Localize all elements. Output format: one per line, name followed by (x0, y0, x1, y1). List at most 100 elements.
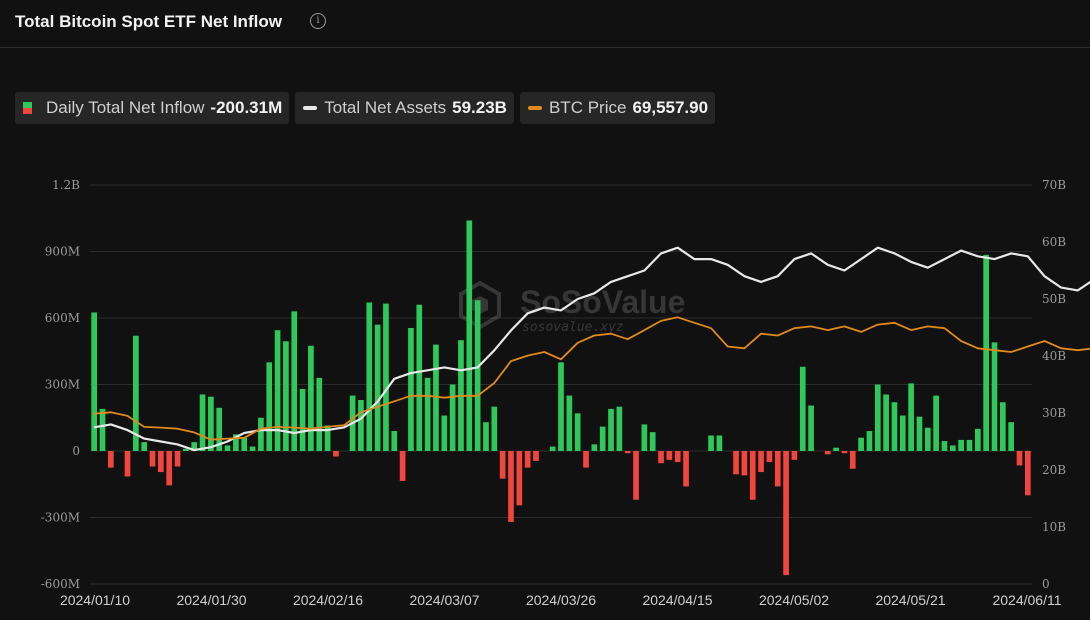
inflow-bar (733, 451, 739, 475)
inflow-bar (249, 446, 256, 451)
inflow-bar (124, 451, 131, 477)
y-right-tick-label: 10B (1042, 520, 1066, 534)
inflow-bar (216, 407, 223, 451)
inflow-bar (466, 220, 473, 451)
inflow-bar (374, 324, 381, 451)
legend-btc-value: 69,557.90 (632, 98, 709, 117)
x-tick-label: 2024/05/21 (875, 592, 945, 608)
inflow-bar (141, 442, 148, 451)
y-left-tick-label: -300M (41, 511, 80, 525)
inflow-bar (824, 451, 831, 455)
inflow-bar (708, 435, 714, 451)
inflow-bar (624, 451, 631, 454)
inflow-bar (533, 451, 539, 461)
chart-title: Total Bitcoin Spot ETF Net Inflow (15, 12, 282, 31)
inflow-bar (441, 415, 448, 451)
inflow-bar (883, 394, 889, 451)
inflow-bar (291, 311, 298, 451)
x-tick-label: 2024/01/30 (176, 592, 246, 608)
inflow-bar (174, 451, 181, 467)
inflow-bar (933, 395, 939, 451)
inflow-bar (808, 405, 814, 451)
x-tick-label: 2024/03/26 (526, 592, 596, 608)
inflow-bar (758, 451, 764, 473)
y-right-tick-label: 30B (1042, 406, 1066, 420)
inflow-bar (616, 406, 623, 451)
line-swatch-icon (527, 106, 542, 110)
inflow-bar (924, 427, 931, 451)
chart-header: Total Bitcoin Spot ETF Net Inflow i (0, 0, 1090, 48)
inflow-bar (599, 426, 606, 451)
inflow-bar (791, 451, 798, 460)
inflow-bar (491, 406, 498, 451)
inflow-bar (899, 415, 906, 451)
y-right-tick-label: 0 (1042, 577, 1050, 591)
inflow-bar (958, 439, 964, 451)
inflow-bar (424, 377, 431, 451)
inflow-bar (966, 439, 973, 451)
inflow-bar (433, 344, 439, 451)
legend-btc-label: BTC Price (548, 98, 627, 117)
inflow-bar (508, 451, 514, 522)
legend-total-net-assets[interactable]: Total Net Assets 59.23B (295, 92, 514, 124)
inflow-bar (641, 424, 648, 451)
inflow-bar (183, 448, 189, 451)
x-tick-label: 2024/06/11 (992, 592, 1061, 608)
inflow-bar (566, 395, 573, 451)
inflow-bar (391, 431, 398, 451)
inflow-bar (1008, 422, 1014, 451)
inflow-bar (916, 416, 923, 451)
inflow-bar (266, 362, 273, 451)
inflow-bar (133, 335, 139, 451)
legend-btc-price[interactable]: BTC Price 69,557.90 (519, 92, 716, 124)
inflow-bar (516, 451, 523, 506)
x-tick-label: 2024/01/10 (60, 592, 130, 608)
legend-daily-net-inflow[interactable]: Daily Total Net Inflow -200.31M (15, 92, 290, 124)
inflow-bar (191, 442, 198, 451)
inflow-bar (583, 451, 589, 468)
legend-inflow-label: Daily Total Net Inflow (46, 98, 205, 117)
inflow-bar (233, 434, 239, 451)
inflow-bar (941, 441, 948, 451)
inflow-bar (324, 425, 331, 451)
inflow-bar (983, 254, 989, 451)
inflow-bar (833, 447, 839, 451)
inflow-bar (999, 402, 1006, 451)
chart-legend: Daily Total Net Inflow -200.31M Total Ne… (15, 92, 716, 124)
inflow-bar (408, 327, 414, 451)
watermark: SoSoValue sosovalue.xyz (459, 280, 685, 335)
inflow-bar (974, 428, 981, 451)
inflow-bar (766, 451, 773, 463)
watermark-url: sosovalue.xyz (522, 320, 624, 335)
y-left-tick-label: 900M (45, 245, 80, 259)
inflow-bar (416, 304, 423, 451)
legend-inflow-value: -200.31M (210, 98, 283, 117)
y-left-tick-label: 300M (45, 378, 80, 392)
inflow-bar (308, 345, 314, 451)
inflow-bar (499, 451, 506, 479)
inflow-bar (358, 400, 364, 451)
inflow-bar (333, 451, 339, 457)
inflow-bar (483, 422, 489, 451)
info-circle-icon[interactable]: i (310, 13, 326, 29)
inflow-bar (316, 377, 323, 451)
inflow-bar (749, 451, 756, 500)
inflow-bar (199, 394, 206, 451)
inflow-bar (683, 451, 689, 487)
inflow-bar (591, 444, 598, 451)
inflow-bar (608, 408, 614, 451)
inflow-bar (283, 341, 289, 451)
legend-assets-value: 59.23B (452, 98, 507, 117)
inflow-bar (474, 300, 481, 451)
inflow-bar (666, 451, 673, 460)
x-tick-label: 2024/02/16 (293, 592, 363, 608)
inflow-bar (649, 432, 656, 451)
inflow-bar (99, 408, 106, 451)
x-tick-label: 2024/05/02 (759, 592, 829, 608)
btc-price-line (94, 316, 1090, 441)
inflow-bar (166, 451, 173, 486)
inflow-bar (574, 413, 581, 451)
x-tick-label: 2024/03/07 (409, 592, 479, 608)
inflow-bar (741, 451, 748, 476)
